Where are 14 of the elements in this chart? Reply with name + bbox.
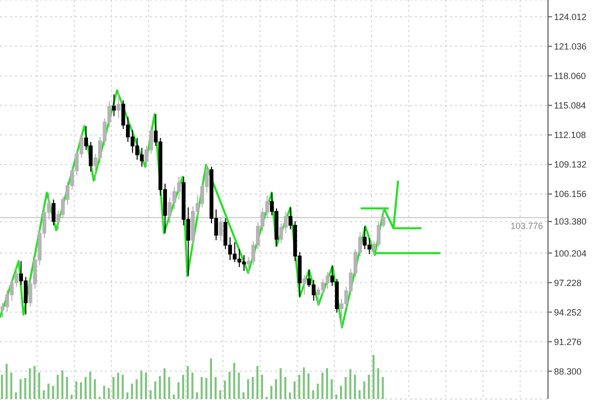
y-tick-label: 118.060 xyxy=(554,71,586,82)
ref-line-label: 103.776 xyxy=(510,220,543,231)
y-tick-label: 91.276 xyxy=(554,336,582,347)
y-tick-label: 94.252 xyxy=(554,307,582,318)
y-tick-label: 88.300 xyxy=(554,366,582,376)
y-tick-label: 97.228 xyxy=(554,278,582,288)
y-tick-label: 121.036 xyxy=(554,41,587,52)
y-tick-label: 112.108 xyxy=(554,130,586,140)
y-tick-label: 106.156 xyxy=(554,189,587,200)
y-tick-label: 124.012 xyxy=(554,12,587,22)
y-tick-label: 109.132 xyxy=(554,160,587,170)
y-tick-label: 100.204 xyxy=(554,248,587,258)
y-tick-label: 115.084 xyxy=(554,100,586,111)
y-tick-label: 103.380 xyxy=(554,216,587,227)
